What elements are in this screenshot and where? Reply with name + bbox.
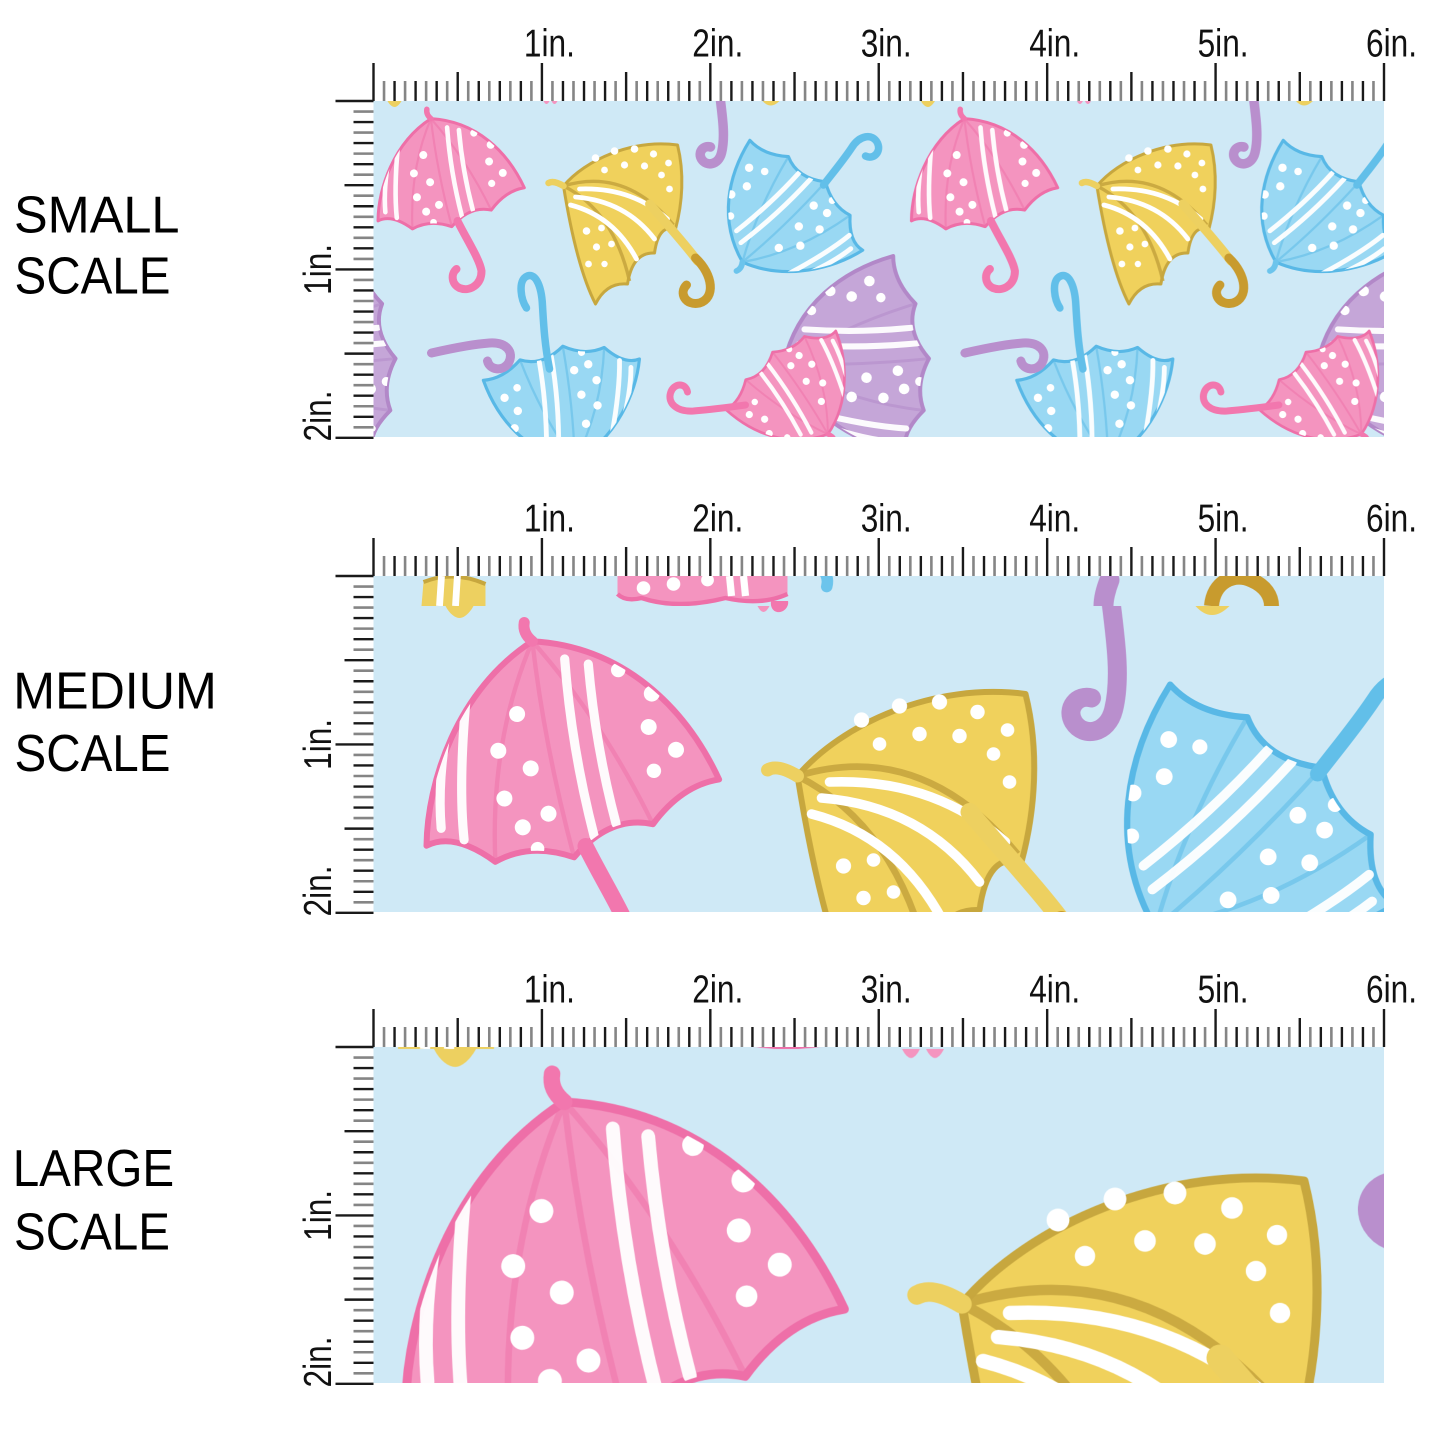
svg-text:MEDIUM: MEDIUM xyxy=(13,662,217,720)
svg-text:SCALE: SCALE xyxy=(15,246,171,304)
svg-text:SCALE: SCALE xyxy=(15,724,171,782)
svg-text:SMALL: SMALL xyxy=(14,185,180,243)
svg-text:LARGE: LARGE xyxy=(13,1139,175,1197)
svg-text:SCALE: SCALE xyxy=(14,1203,170,1261)
